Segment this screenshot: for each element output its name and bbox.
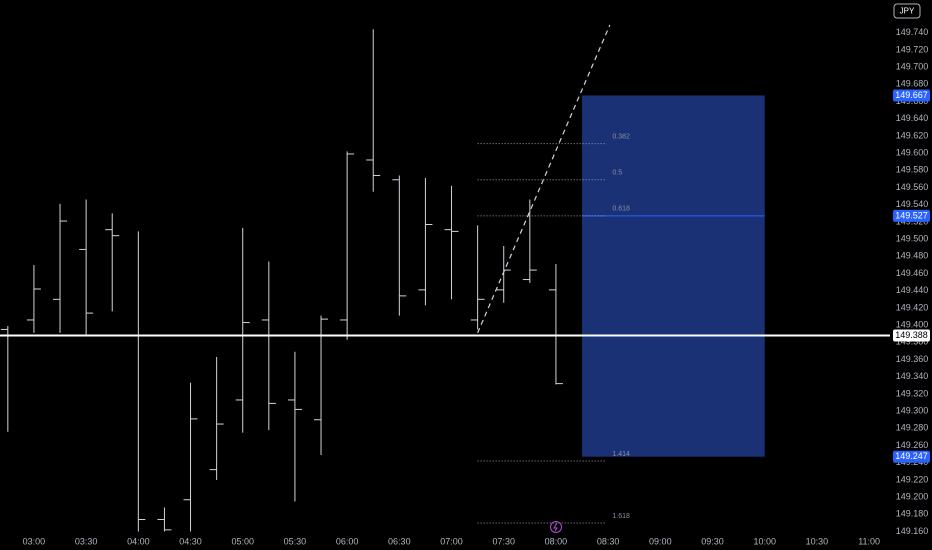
x-tick-label: 06:30 xyxy=(388,536,411,546)
y-tick-label: 149.280 xyxy=(896,423,929,433)
x-tick-label: 04:00 xyxy=(127,536,150,546)
x-tick-label: 09:30 xyxy=(701,536,724,546)
x-tick-label: 09:00 xyxy=(649,536,672,546)
y-tick-label: 149.400 xyxy=(896,320,929,330)
y-tick-label: 149.720 xyxy=(896,44,929,54)
fib-label: 1.414 xyxy=(612,451,630,458)
y-tick-label: 149.500 xyxy=(896,233,929,243)
y-tick-label: 149.420 xyxy=(896,302,929,312)
currency-button[interactable] xyxy=(893,3,921,19)
y-tick-label: 149.260 xyxy=(896,440,929,450)
price-tag-label: 149.388 xyxy=(895,330,928,340)
y-tick-label: 149.340 xyxy=(896,371,929,381)
y-tick-label: 149.180 xyxy=(896,509,929,519)
price-tag-label: 149.247 xyxy=(895,451,928,461)
x-tick-label: 05:00 xyxy=(231,536,254,546)
y-tick-label: 149.380 xyxy=(896,337,929,347)
trendline xyxy=(477,24,611,334)
y-tick-label: 149.680 xyxy=(896,79,929,89)
x-tick-label: 04:30 xyxy=(179,536,202,546)
x-tick-label: 06:00 xyxy=(336,536,359,546)
y-tick-label: 149.200 xyxy=(896,492,929,502)
y-tick-label: 149.600 xyxy=(896,147,929,157)
fib-label: 0.5 xyxy=(612,170,622,177)
price-tag-label: 149.667 xyxy=(895,90,928,100)
currency-label[interactable]: JPY xyxy=(900,7,915,16)
x-tick-label: 10:00 xyxy=(753,536,776,546)
y-tick-label: 149.740 xyxy=(896,27,929,37)
event-icon[interactable] xyxy=(550,521,562,533)
x-tick-label: 10:30 xyxy=(806,536,829,546)
x-tick-label: 08:00 xyxy=(545,536,568,546)
plot: 0.382 0.5 0.618 1.414 1.618 149.160 149.180 149… xyxy=(0,24,930,546)
x-tick-label: 03:00 xyxy=(23,536,46,546)
y-tick-label: 149.700 xyxy=(896,61,929,71)
x-tick-label: 07:00 xyxy=(440,536,463,546)
y-tick-label: 149.320 xyxy=(896,388,929,398)
y-tick-label: 149.560 xyxy=(896,182,929,192)
position-box xyxy=(582,95,765,457)
price-tag xyxy=(893,89,930,102)
y-tick-label: 149.580 xyxy=(896,165,929,175)
x-tick-label: 11:00 xyxy=(858,536,880,546)
y-tick-label: 149.160 xyxy=(896,526,929,536)
y-tick-label: 149.440 xyxy=(896,285,929,295)
x-tick-label: 08:30 xyxy=(597,536,620,546)
y-tick-label: 149.220 xyxy=(896,474,929,484)
y-tick-label: 149.360 xyxy=(896,354,929,364)
y-tick-label: 149.300 xyxy=(896,406,929,416)
y-tick-label: 149.640 xyxy=(896,113,929,123)
price-tag xyxy=(893,450,930,463)
y-tick-label: 149.620 xyxy=(896,130,929,140)
y-tick-label: 149.480 xyxy=(896,251,929,261)
price-tag-label: 149.527 xyxy=(895,210,928,220)
fib-label: 0.618 xyxy=(612,206,630,213)
event-icon-bolt xyxy=(553,522,558,532)
fib-label: 1.618 xyxy=(612,513,630,520)
fib-label: 0.382 xyxy=(612,133,630,140)
price-tag xyxy=(893,209,930,222)
y-tick-label: 149.540 xyxy=(896,199,929,209)
y-tick-label: 149.460 xyxy=(896,268,929,278)
x-tick-label: 05:30 xyxy=(284,536,307,546)
x-tick-label: 07:30 xyxy=(492,536,515,546)
price-tag xyxy=(893,329,930,342)
x-tick-label: 03:30 xyxy=(75,536,98,546)
